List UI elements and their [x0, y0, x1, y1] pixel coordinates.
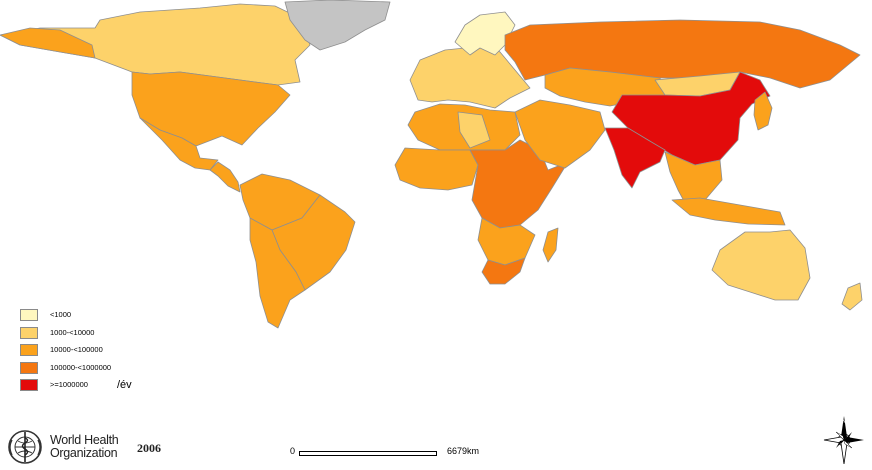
north-arrow-compass-icon: N [823, 416, 864, 465]
country-australia [711, 229, 811, 301]
legend-label: 10000-<100000 [50, 345, 103, 354]
country-india [604, 127, 666, 189]
country-greenland [284, 0, 391, 51]
legend-swatch [20, 309, 38, 321]
legend-swatch [20, 361, 38, 374]
country-alaska [0, 27, 96, 59]
scale-start-label: 0 [290, 446, 296, 456]
country-indonesia [671, 197, 786, 226]
country-europe [409, 39, 531, 109]
country-mexico [139, 117, 219, 171]
scale-bar-graphic [299, 451, 437, 456]
country-madagascar [542, 227, 559, 263]
country-west-africa [394, 147, 479, 191]
country-japan [753, 91, 773, 131]
who-name-line2: Organization [50, 446, 118, 460]
legend-swatch [20, 326, 38, 339]
map-year: 2006 [137, 441, 161, 455]
svg-text:N: N [842, 419, 846, 425]
legend-label: >=1000000 [50, 380, 88, 389]
country-russia [504, 19, 861, 89]
country-middle-east [514, 99, 606, 169]
legend-label: 100000-<1000000 [50, 362, 112, 372]
country-sahara [457, 111, 491, 149]
country-south-africa [481, 257, 526, 285]
country-central-america [209, 161, 241, 193]
who-name-line1: World Health [50, 433, 119, 447]
who-emblem-icon [8, 430, 42, 464]
country-layer [0, 0, 863, 329]
legend-label: <1000 [50, 310, 72, 319]
country-central-and-east-africa [469, 139, 569, 229]
country-argentina [249, 217, 306, 329]
country-united-states [131, 71, 291, 147]
legend-swatch [20, 379, 38, 391]
who-name: World Health Organization [50, 433, 119, 460]
country-new-zealand [841, 282, 863, 311]
scale-end-label: 6679km [447, 446, 480, 456]
legend-swatch [20, 344, 38, 356]
legend-label: 1000-<10000 [50, 327, 95, 337]
legend-unit: /év [117, 379, 132, 391]
